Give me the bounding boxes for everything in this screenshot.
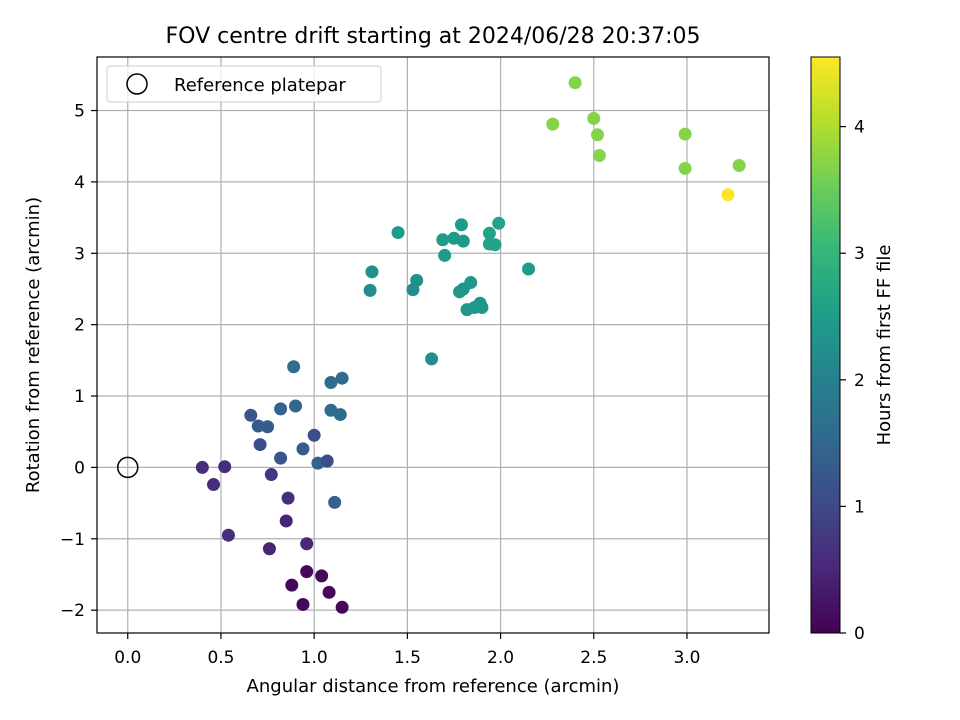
- data-point: [721, 188, 735, 202]
- plot-frame: [96, 56, 770, 634]
- colorbar-tick-label: 4: [854, 118, 865, 138]
- colorbar-ticks: 0 1 2 3 4: [840, 118, 865, 644]
- colorbar-tick-label: 1: [854, 497, 865, 517]
- x-tick-label: 3.0: [673, 648, 700, 668]
- x-axis-label: Angular distance from reference (arcmin): [247, 676, 620, 697]
- plot-background: [97, 57, 769, 633]
- data-point: [587, 111, 601, 125]
- data-point: [335, 600, 349, 614]
- data-point: [300, 537, 314, 551]
- data-point: [285, 578, 299, 592]
- data-point: [591, 128, 605, 142]
- data-point: [410, 273, 424, 287]
- data-point: [322, 585, 336, 599]
- data-point: [492, 216, 506, 230]
- data-point: [546, 117, 560, 131]
- data-point: [425, 352, 439, 366]
- data-point: [307, 428, 321, 442]
- y-tick-label: −2: [60, 601, 85, 621]
- chart-title: FOV centre drift starting at 2024/06/28 …: [166, 24, 701, 49]
- colorbar-bar: [810, 56, 841, 634]
- data-point: [488, 238, 502, 252]
- y-tick-label: 5: [74, 102, 85, 122]
- legend-marker-icon: [126, 73, 148, 95]
- data-point: [324, 375, 338, 389]
- y-tick-label: −1: [60, 530, 85, 550]
- data-point: [296, 442, 310, 456]
- reference-point-marker: [117, 456, 139, 479]
- data-point: [279, 514, 293, 528]
- y-tick-label: 3: [74, 244, 85, 264]
- data-point: [244, 408, 258, 422]
- data-point: [391, 226, 405, 240]
- colorbar-label: Hours from first FF file: [874, 245, 895, 446]
- data-point: [475, 301, 489, 315]
- x-tick-label: 2.0: [487, 648, 514, 668]
- colorbar-tick-label: 2: [854, 371, 865, 391]
- reference-marker-group: [117, 456, 139, 479]
- x-tick-label: 0.0: [114, 648, 141, 668]
- data-point: [281, 491, 295, 505]
- data-point: [482, 226, 496, 240]
- data-point: [678, 127, 692, 141]
- data-point: [438, 248, 452, 262]
- legend-box: [106, 65, 382, 103]
- data-point: [274, 451, 288, 465]
- data-point: [335, 371, 349, 385]
- data-point: [300, 565, 314, 579]
- data-points: [195, 76, 746, 614]
- data-point: [333, 408, 347, 422]
- data-point: [365, 265, 379, 279]
- legend: Reference platepar: [106, 65, 382, 103]
- colorbar: 0 1 2 3 4 Hours from first FF file: [810, 56, 895, 644]
- data-point: [678, 161, 692, 175]
- x-tick-label: 1.5: [394, 648, 421, 668]
- data-point: [320, 454, 334, 468]
- y-tick-label: 4: [74, 173, 85, 193]
- data-point: [522, 262, 536, 276]
- data-point: [289, 399, 303, 413]
- legend-label: Reference platepar: [174, 75, 346, 96]
- data-point: [328, 495, 342, 509]
- data-point: [363, 283, 377, 297]
- data-point: [454, 218, 468, 232]
- y-tick-label: 1: [74, 387, 85, 407]
- data-point: [287, 360, 301, 374]
- y-axis-label: Rotation from reference (arcmin): [23, 197, 44, 493]
- x-tick-label: 0.5: [207, 648, 234, 668]
- data-point: [195, 460, 209, 474]
- axis-ticks: 0.0 0.5 1.0 1.5 2.0 2.5 3.0 −2 −1 0 1 2 3 4 5: [60, 102, 701, 668]
- colorbar-tick-label: 0: [854, 624, 865, 644]
- data-point: [218, 460, 232, 474]
- data-point: [568, 76, 582, 90]
- data-point: [456, 234, 470, 248]
- data-point: [296, 597, 310, 611]
- data-point: [315, 569, 329, 583]
- data-point: [262, 542, 276, 556]
- y-tick-label: 2: [74, 316, 85, 336]
- data-point: [592, 148, 606, 162]
- data-point: [261, 420, 275, 434]
- data-point: [274, 402, 288, 416]
- x-tick-label: 1.0: [301, 648, 328, 668]
- data-point: [207, 478, 221, 492]
- data-point: [264, 468, 278, 482]
- data-point: [253, 438, 267, 452]
- x-tick-label: 2.5: [580, 648, 607, 668]
- colorbar-tick-label: 3: [854, 244, 865, 264]
- data-point: [436, 233, 450, 247]
- data-point: [221, 528, 235, 542]
- data-point: [464, 276, 478, 290]
- data-point: [251, 419, 265, 433]
- data-point: [732, 158, 746, 172]
- y-tick-label: 0: [74, 458, 85, 478]
